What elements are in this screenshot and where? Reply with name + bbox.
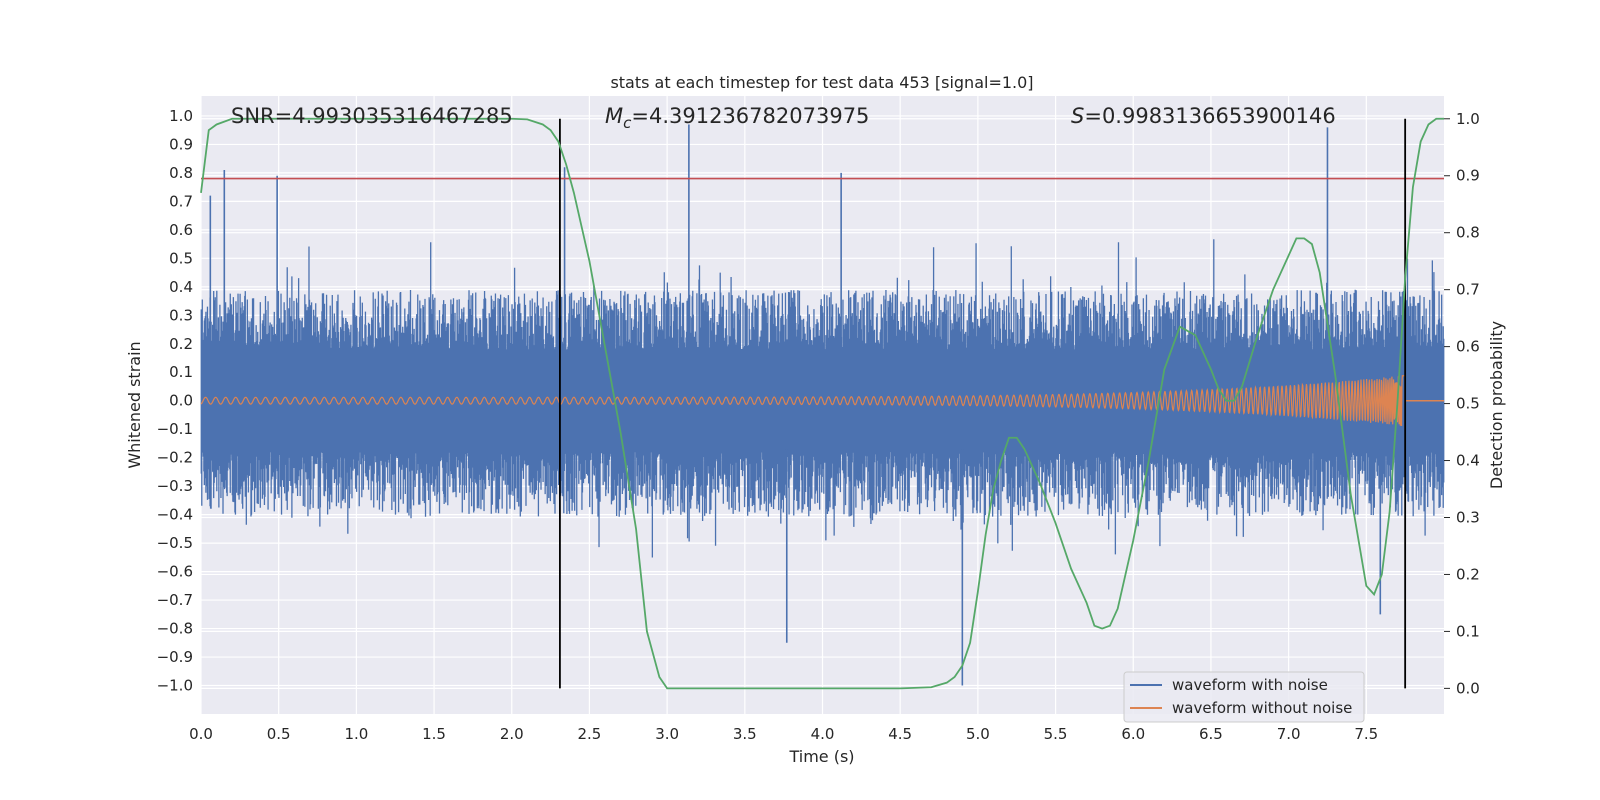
y-right-tick-label: 0.5 (1456, 395, 1480, 413)
y-right-axis-label: Detection probability (1487, 321, 1506, 489)
waveform-without-noise-series (200, 375, 1444, 426)
y-left-tick-label: 0.2 (169, 335, 193, 353)
y-left-tick-label: 0.0 (169, 392, 193, 410)
y-left-tick-label: 0.8 (169, 164, 193, 182)
y-right-tick-label: 1.0 (1456, 110, 1480, 128)
chirp-line (200, 375, 1406, 426)
x-axis-label: Time (s) (788, 747, 854, 766)
y-right-tick-label: 0.8 (1456, 224, 1480, 242)
snr-annotation: SNR=4.993035316467285 (231, 104, 513, 128)
y-left-tick-label: 1.0 (169, 107, 193, 125)
y-left-tick-label: −0.9 (157, 648, 193, 666)
chirp-mass-value: =4.391236782073975 (631, 104, 869, 128)
y-left-tick-labels: 1.0 0.9 0.8 0.7 0.6 0.5 0.4 0.3 0.2 0.1 0.0 −0.1 −0.… (157, 107, 193, 695)
noise-core-band (201, 352, 1440, 450)
y-left-tick-label: 0.3 (169, 306, 193, 324)
y-left-tick-label: 0.7 (169, 192, 193, 210)
x-tick-label: 4.5 (888, 725, 912, 743)
x-tick-label: 7.0 (1277, 725, 1301, 743)
y-left-tick-label: −1.0 (157, 677, 193, 695)
detection-probability-line (200, 117, 1444, 690)
y-right-tick-label: 0.9 (1456, 167, 1480, 185)
x-tick-label: 6.5 (1199, 725, 1223, 743)
y-left-tick-label: 0.5 (169, 249, 193, 267)
s-value: =0.9983136653900146 (1084, 104, 1335, 128)
x-tick-label: 3.5 (733, 725, 757, 743)
y-left-tick-label: 0.9 (169, 135, 193, 153)
chart-title: stats at each timestep for test data 453… (610, 73, 1033, 92)
y-left-axis-label: Whitened strain (125, 341, 144, 468)
x-tick-label: 0.5 (267, 725, 291, 743)
y-left-tick-label: −0.3 (157, 477, 193, 495)
y-right-tick-label: 0.6 (1456, 338, 1480, 356)
s-symbol: S (1071, 104, 1084, 128)
x-tick-label: 4.0 (811, 725, 835, 743)
x-tick-label: 2.5 (578, 725, 602, 743)
y-left-tick-label: −0.5 (157, 534, 193, 552)
x-tick-label: 2.0 (500, 725, 524, 743)
x-tick-label: 7.5 (1354, 725, 1378, 743)
y-right-tick-label: 0.0 (1456, 679, 1480, 697)
x-tick-label: 0.0 (189, 725, 213, 743)
y-left-tick-label: −0.1 (157, 420, 193, 438)
vertical-marker-lines (559, 118, 1407, 689)
y-left-tick-label: −0.2 (157, 449, 193, 467)
x-tick-labels: 0.0 0.5 1.0 1.5 2.0 2.5 3.0 3.5 4.0 4.5 5.0 5.5 6.0 6… (189, 725, 1378, 743)
legend: waveform with noise waveform without noi… (1123, 671, 1365, 723)
x-tick-label: 1.0 (344, 725, 368, 743)
y-left-tick-label: 0.1 (169, 363, 193, 381)
s-annotation: S=0.9983136653900146 (1071, 104, 1336, 128)
legend-label-clean: waveform without noise (1172, 699, 1352, 717)
y-left-tick-label: 0.6 (169, 221, 193, 239)
x-tick-label: 1.5 (422, 725, 446, 743)
y-left-tick-label: −0.4 (157, 506, 193, 524)
x-tick-label: 6.0 (1121, 725, 1145, 743)
y-left-tick-label: 0.4 (169, 278, 193, 296)
chirp-mass-symbol: M (605, 104, 623, 128)
y-right-tick-label: 0.7 (1456, 281, 1480, 299)
x-tick-label: 5.5 (1044, 725, 1068, 743)
y-left-tick-label: −0.8 (157, 620, 193, 638)
legend-box (1123, 671, 1365, 723)
legend-label-noise: waveform with noise (1172, 676, 1328, 694)
y-right-tick-label: 0.4 (1456, 452, 1480, 470)
x-tick-label: 5.0 (966, 725, 990, 743)
chirp-mass-annotation: Mc=4.391236782073975 (605, 104, 869, 132)
y-right-tick-label: 0.2 (1456, 565, 1480, 583)
y-right-tick-label: 0.3 (1456, 508, 1480, 526)
chirp-mass-subscript: c (623, 114, 632, 132)
y-left-tick-label: −0.6 (157, 563, 193, 581)
y-right-tick-label: 0.1 (1456, 622, 1480, 640)
x-tick-label: 3.0 (655, 725, 679, 743)
y-left-tick-label: −0.7 (157, 591, 193, 609)
y-right-tick-labels: 1.0 0.9 0.8 0.7 0.6 0.5 0.4 0.3 0.2 0.1 0.0 (1444, 110, 1480, 697)
